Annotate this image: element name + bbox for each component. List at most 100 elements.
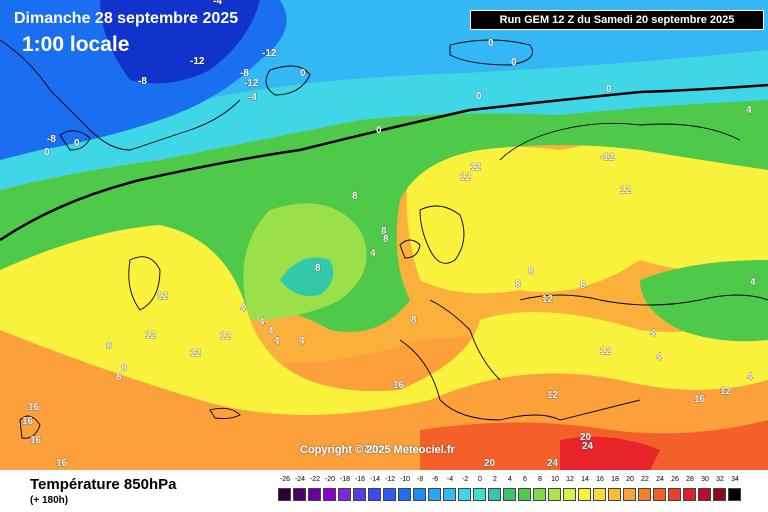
scale-tick-label: 22 bbox=[641, 476, 649, 483]
contour-label: 16 bbox=[30, 435, 42, 446]
contour-label: 0 bbox=[488, 38, 494, 49]
contour-labels: -12-8-12-8-12-4-4000000-8001212888444448… bbox=[22, 0, 757, 469]
scale-tick-label: -14 bbox=[369, 476, 381, 483]
contour-label: -4 bbox=[213, 0, 222, 7]
deep-blue-zone bbox=[100, 0, 260, 84]
scale-color-cell bbox=[653, 488, 666, 501]
scale-color-cell bbox=[518, 488, 531, 501]
contour-label: 24 bbox=[547, 458, 559, 469]
contour-label: 8 bbox=[528, 266, 534, 277]
scale-tick-label: 32 bbox=[716, 476, 724, 483]
temperature-map: -12 -8 -12 -8 -12 -4 -4 0 0 0 0 0 0 -8 0 0 12 12 8 8 8 4 4 4 4 4 8… bbox=[0, 0, 768, 470]
scale-tick-label: -2 bbox=[461, 476, 469, 483]
scale-tick-label: 16 bbox=[596, 476, 604, 483]
contour-label: 8 bbox=[411, 315, 417, 326]
contour-label: -12 bbox=[190, 56, 205, 67]
contour-label: 8 bbox=[315, 263, 321, 274]
contour-label: 0 bbox=[44, 147, 50, 158]
contour-label: 4 bbox=[656, 352, 662, 363]
scale-color-cell bbox=[368, 488, 381, 501]
copyright-text: Copyright © 2025 Meteociel.fr bbox=[300, 444, 455, 456]
scale-color-cell bbox=[353, 488, 366, 501]
scale-color-cell bbox=[623, 488, 636, 501]
scale-color-cell bbox=[323, 488, 336, 501]
scale-color-cell bbox=[668, 488, 681, 501]
scale-tick-label: -16 bbox=[354, 476, 366, 483]
contour-label: 0 bbox=[511, 57, 517, 68]
scale-color-cell bbox=[278, 488, 291, 501]
contour-label: 4 bbox=[274, 336, 280, 347]
contour-label: -12 bbox=[600, 152, 615, 163]
scale-color-cell bbox=[413, 488, 426, 501]
contour-label: -8 bbox=[240, 68, 249, 79]
contour-label: -8 bbox=[47, 134, 56, 145]
contour-label: 12 bbox=[720, 386, 732, 397]
scale-color-cell bbox=[398, 488, 411, 501]
contour-label: 0 bbox=[606, 84, 612, 95]
forecast-time: 1:00 locale bbox=[22, 33, 130, 56]
contour-label: 12 bbox=[460, 172, 472, 183]
contour-label: 8 bbox=[352, 191, 358, 202]
coastlines bbox=[19, 39, 768, 439]
scale-tick-label: -6 bbox=[431, 476, 439, 483]
contour-label: -12 bbox=[244, 78, 259, 89]
scale-color-cell bbox=[473, 488, 486, 501]
contour-label: 12 bbox=[470, 162, 482, 173]
contour-label: -8 bbox=[138, 76, 147, 87]
scale-tick-label: -26 bbox=[279, 476, 291, 483]
scale-tick-label: 8 bbox=[538, 476, 542, 483]
contour-label: 8 bbox=[383, 234, 389, 245]
legend-footer: Température 850hPa (+ 180h) -26 -24 -22 -20… bbox=[0, 470, 768, 512]
contour-label: 16 bbox=[22, 416, 34, 427]
scale-color-cell bbox=[683, 488, 696, 501]
greenland-coast bbox=[0, 39, 241, 151]
contour-label: 4 bbox=[370, 248, 376, 259]
contour-label: 24 bbox=[582, 441, 594, 452]
east-green bbox=[640, 260, 768, 342]
scale-tick-label: 30 bbox=[701, 476, 709, 483]
scale-tick-label: 34 bbox=[731, 476, 739, 483]
scale-color-cell bbox=[503, 488, 516, 501]
contour-label: 12 bbox=[220, 331, 232, 342]
scale-tick-label: 2 bbox=[493, 476, 497, 483]
scale-color-cell bbox=[533, 488, 546, 501]
scale-color-cell bbox=[578, 488, 591, 501]
scale-color-cell bbox=[293, 488, 306, 501]
contour-label: 16 bbox=[56, 458, 68, 469]
scale-color-cell bbox=[383, 488, 396, 501]
contour-label: 8 bbox=[381, 226, 387, 237]
contour-label: 12 bbox=[190, 348, 202, 359]
map-canvas: -12-8-12-8-12-4-4000000-8001212888444448… bbox=[0, 0, 768, 470]
contour-label: 4 bbox=[240, 303, 246, 314]
scale-tick-label: 20 bbox=[626, 476, 634, 483]
contour-label: 12 bbox=[600, 346, 612, 357]
scale-color-cell bbox=[563, 488, 576, 501]
europe-yellow bbox=[406, 140, 768, 294]
scale-color-cell bbox=[338, 488, 351, 501]
contour-label: 8 bbox=[121, 363, 127, 374]
contour-label: 0 bbox=[376, 125, 382, 136]
scale-color-cell bbox=[428, 488, 441, 501]
scale-tick-label: -4 bbox=[446, 476, 454, 483]
green-band bbox=[0, 95, 768, 332]
contour-label: 12 bbox=[620, 185, 632, 196]
scale-tick-label: 6 bbox=[523, 476, 527, 483]
scale-tick-label: -12 bbox=[384, 476, 396, 483]
scale-color-cell bbox=[713, 488, 726, 501]
contour-label: 4 bbox=[746, 105, 752, 116]
forecast-date: Dimanche 28 septembre 2025 bbox=[14, 10, 239, 27]
cyan-band bbox=[0, 50, 768, 190]
scale-tick-label: 12 bbox=[566, 476, 574, 483]
color-scale: -26 -24 -22 -20 -18 -16 -14 -12 -10 -8 -6 -4 -2 0 2 4 6 8… bbox=[278, 476, 758, 508]
scale-color-cell bbox=[698, 488, 711, 501]
scale-color-cell bbox=[728, 488, 741, 501]
scale-color-cell bbox=[593, 488, 606, 501]
contour-label: 0 bbox=[476, 91, 482, 102]
contour-label: 12 bbox=[547, 390, 559, 401]
contour-label: 8 bbox=[515, 279, 521, 290]
run-info: Run GEM 12 Z du Samedi 20 septembre 2025 bbox=[470, 10, 764, 30]
contour-label: -12 bbox=[262, 48, 277, 59]
contour-label: 20 bbox=[580, 432, 592, 443]
scale-tick-label: 28 bbox=[686, 476, 694, 483]
scale-tick-label: -20 bbox=[324, 476, 336, 483]
